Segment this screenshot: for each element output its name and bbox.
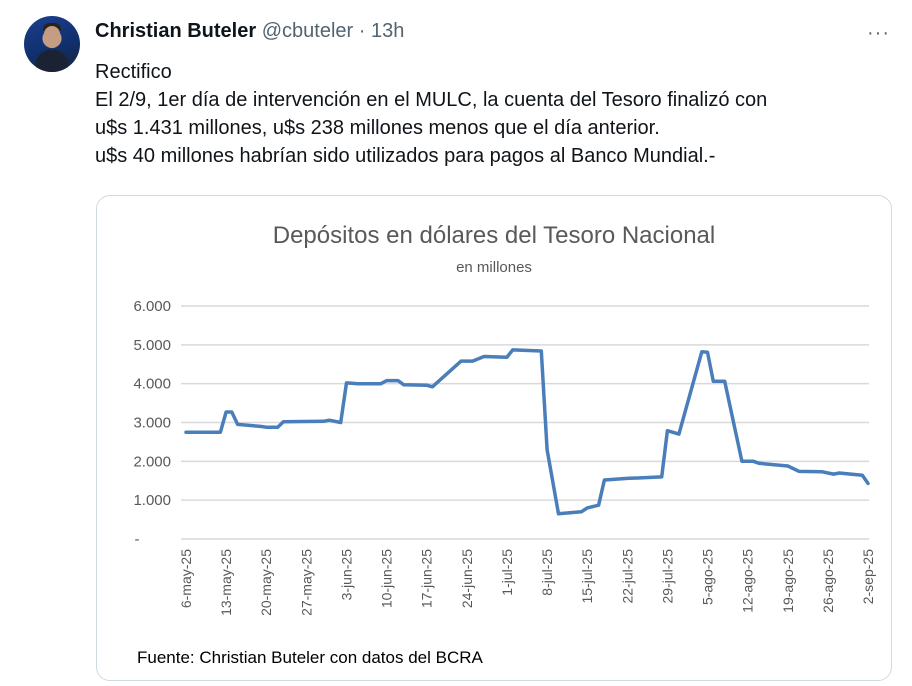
x-tick-label: 2-sep-25 [860,549,876,604]
chart-source: Fuente: Christian Buteler con datos del … [137,648,484,667]
x-tick-label: 26-ago-25 [820,549,836,613]
separator: · [358,20,366,42]
x-tick-label: 8-jul-25 [539,549,555,596]
y-tick-label: - [135,531,140,548]
x-tick-label: 12-ago-25 [740,549,756,613]
y-tick-label: 4.000 [133,376,171,393]
chart: Depósitos en dólares del Tesoro Nacional… [133,222,876,667]
x-tick-label: 17-jun-25 [419,549,435,608]
y-tick-label: 3.000 [133,415,171,432]
tweet-line: u$s 40 millones habrían sido utilizados … [95,145,716,167]
y-tick-label: 6.000 [133,298,171,315]
tweet-line: u$s 1.431 millones, u$s 238 millones men… [95,117,660,139]
x-tick-label: 3-jun-25 [338,549,354,601]
timestamp[interactable]: 13h [370,20,405,42]
chart-subtitle: en millones [456,259,532,276]
x-tick-label: 10-jun-25 [379,549,395,608]
x-tick-label: 1-jul-25 [499,549,515,596]
x-tick-label: 15-jul-25 [579,549,595,604]
tweet-text: Rectifico El 2/9, 1er día de intervenció… [95,58,767,170]
y-tick-label: 2.000 [133,453,171,470]
author-handle[interactable]: @cbuteler [261,20,354,42]
chart-image[interactable]: Depósitos en dólares del Tesoro Nacional… [96,195,892,681]
x-tick-label: 27-may-25 [298,549,314,616]
tweet-line: El 2/9, 1er día de intervención en el MU… [95,89,768,111]
x-tick-label: 22-jul-25 [619,549,635,604]
x-tick-label: 20-may-25 [258,549,274,616]
series-line [184,348,870,516]
author-name[interactable]: Christian Buteler [95,20,257,42]
x-tick-label: 24-jun-25 [459,549,475,608]
more-horizontal-icon[interactable]: ··· [867,22,890,44]
y-tick-label: 1.000 [133,492,171,509]
tweet-line: Rectifico [95,61,172,83]
x-tick-label: 5-ago-25 [700,549,716,605]
x-tick-label: 19-ago-25 [780,549,796,613]
avatar[interactable] [24,16,80,72]
x-tick-label: 13-may-25 [218,549,234,616]
x-tick-label: 29-jul-25 [659,549,675,604]
y-tick-label: 5.000 [133,337,171,354]
x-tick-label: 6-may-25 [178,549,194,608]
tweet-header: Christian Buteler @cbuteler · 13h [95,20,404,43]
chart-title: Depósitos en dólares del Tesoro Nacional [273,222,716,249]
